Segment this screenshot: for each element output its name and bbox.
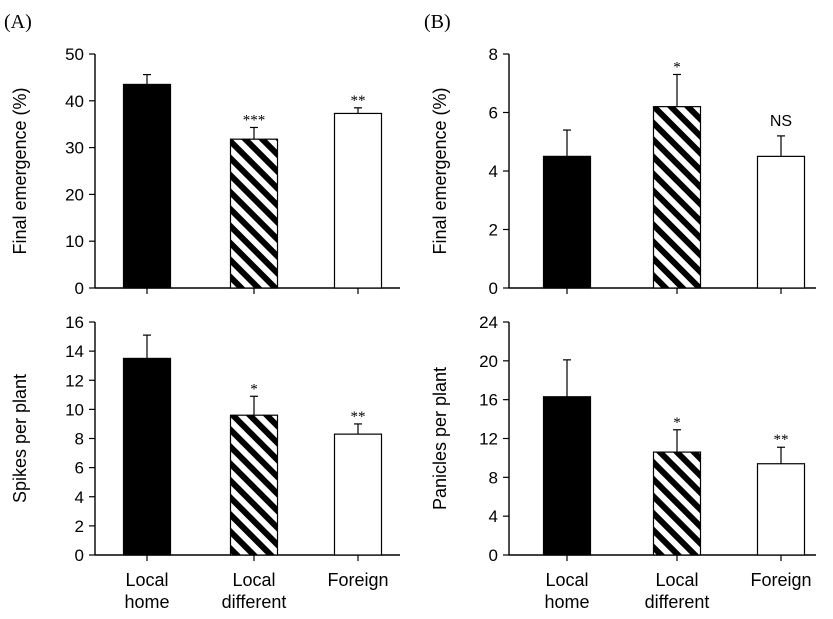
significance-label: * — [673, 415, 681, 431]
bar-2 — [652, 106, 702, 289]
bar-1 — [542, 155, 592, 289]
y-tick-label: 4 — [489, 507, 498, 526]
significance-label: NS — [770, 113, 792, 130]
y-tick-label: 0 — [489, 279, 498, 298]
y-tick-label: 10 — [65, 400, 84, 419]
y-tick-label: 30 — [65, 139, 84, 158]
y-tick-label: 14 — [65, 342, 84, 361]
bar-3 — [333, 433, 383, 556]
y-tick-label: 24 — [479, 313, 498, 332]
significance-label: ** — [774, 432, 789, 448]
y-axis-label: Spikes per plant — [10, 374, 30, 503]
significance-label: *** — [243, 112, 266, 128]
bar-1 — [122, 83, 172, 289]
y-tick-label: 50 — [65, 45, 84, 64]
significance-label: ** — [351, 93, 366, 109]
category-label: home — [544, 592, 589, 612]
category-label: Foreign — [750, 570, 811, 590]
category-label: Foreign — [327, 570, 388, 590]
y-tick-label: 12 — [65, 371, 84, 390]
panel-label-a: (A) — [4, 11, 32, 33]
panel-label-b: (B) — [424, 11, 451, 33]
y-tick-label: 2 — [75, 517, 84, 536]
y-tick-label: 16 — [479, 391, 498, 410]
bar-3 — [333, 112, 383, 289]
significance-label: ** — [351, 409, 366, 425]
y-tick-label: 2 — [489, 221, 498, 240]
y-tick-label: 4 — [489, 162, 498, 181]
chart-B-top: 0 2 4 6 8 Final emergence (%) * NS — [430, 45, 816, 298]
y-tick-label: 40 — [65, 92, 84, 111]
y-tick-label: 20 — [479, 352, 498, 371]
category-label: different — [645, 592, 710, 612]
y-tick-label: 6 — [75, 459, 84, 478]
bar-1 — [542, 396, 592, 556]
y-tick-label: 8 — [489, 45, 498, 64]
y-tick-label: 20 — [65, 185, 84, 204]
category-label: Local — [545, 570, 588, 590]
bar-3 — [756, 463, 806, 556]
category-label: different — [222, 592, 287, 612]
y-tick-label: 0 — [75, 546, 84, 565]
y-tick-label: 0 — [489, 546, 498, 565]
bar-3 — [756, 155, 806, 289]
y-tick-label: 8 — [75, 430, 84, 449]
y-tick-label: 16 — [65, 313, 84, 332]
y-axis-label: Final emergence (%) — [430, 87, 450, 254]
y-tick-label: 0 — [75, 279, 84, 298]
category-label: Local — [655, 570, 698, 590]
significance-label: * — [673, 59, 681, 75]
y-tick-label: 8 — [489, 468, 498, 487]
category-label: Local — [232, 570, 275, 590]
bar-2 — [229, 414, 279, 556]
bar-1 — [122, 357, 172, 556]
y-tick-label: 4 — [75, 488, 84, 507]
y-tick-label: 10 — [65, 232, 84, 251]
bar-2 — [652, 451, 702, 556]
y-axis-label: Panicles per plant — [430, 367, 450, 510]
significance-label: * — [250, 381, 258, 397]
category-label: home — [124, 592, 169, 612]
y-axis-label: Final emergence (%) — [10, 87, 30, 254]
y-tick-label: 6 — [489, 104, 498, 123]
bar-2 — [229, 138, 279, 289]
category-label: Local — [125, 570, 168, 590]
y-tick-label: 12 — [479, 430, 498, 449]
